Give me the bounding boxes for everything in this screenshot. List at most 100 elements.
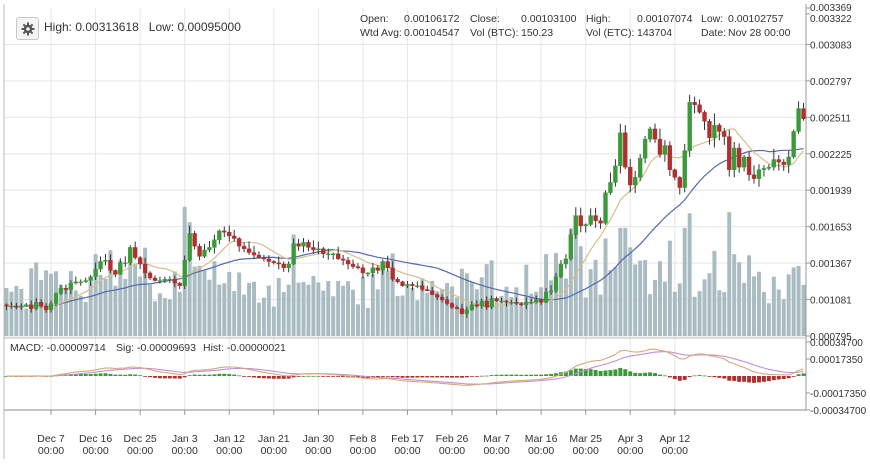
- candle-body: [133, 247, 138, 258]
- macd-histogram-bar: [583, 368, 588, 376]
- volume-bar: [603, 238, 608, 336]
- volume-bar: [217, 284, 222, 336]
- macd-histogram-bar: [732, 376, 737, 381]
- volume-bar: [88, 281, 93, 336]
- candle-body: [563, 258, 569, 265]
- volume-bar: [618, 227, 623, 336]
- settings-button[interactable]: [16, 17, 39, 40]
- volume-bar: [717, 290, 722, 336]
- volume-bar: [519, 303, 524, 336]
- macd-histogram-bar: [573, 368, 578, 376]
- macd-histogram-bar: [128, 374, 133, 376]
- macd-histogram-bar: [633, 372, 638, 376]
- candle-body: [434, 294, 440, 298]
- macd-histogram-bar: [534, 374, 539, 376]
- macd-histogram-bar: [360, 376, 365, 378]
- x-tick-date: Feb 26: [436, 433, 469, 445]
- macd-histogram-bar: [98, 373, 103, 376]
- candle-body: [736, 147, 742, 168]
- y-tick-label: 0.002797: [810, 77, 852, 88]
- macd-histogram-bar: [727, 376, 732, 381]
- volume-bar: [588, 269, 593, 336]
- ohlc-date: Date:: [701, 27, 726, 39]
- volume-bar: [128, 257, 133, 336]
- candle-body: [296, 243, 301, 247]
- volume-bar: [633, 264, 638, 336]
- volume-bar: [549, 280, 554, 336]
- x-tick-time: 00:00: [394, 445, 420, 457]
- macd-histogram-bar: [326, 376, 331, 377]
- macd-histogram-bar: [232, 374, 237, 376]
- candle-body: [479, 300, 484, 307]
- macd-histogram-bar: [712, 376, 717, 378]
- candle-body: [29, 304, 34, 309]
- macd-histogram-bar: [613, 369, 618, 376]
- volume-bar: [341, 285, 346, 336]
- macd-histogram-bar: [291, 376, 296, 378]
- macd-histogram-bar: [692, 375, 697, 377]
- x-tick-time: 00:00: [617, 445, 643, 457]
- macd-histogram-bar: [321, 376, 326, 377]
- candle-body: [147, 272, 153, 279]
- volume-bar: [727, 212, 732, 336]
- macd-histogram-bar: [118, 374, 123, 376]
- y-tick-label: 0.002225: [810, 150, 852, 161]
- x-tick-date: Apr 3: [618, 433, 643, 445]
- candle-body: [801, 108, 806, 119]
- x-tick-date: Dec 25: [124, 433, 157, 445]
- volume-bar: [405, 286, 410, 336]
- candle-body: [761, 168, 767, 170]
- macd-histogram-bar: [172, 376, 177, 379]
- macd-tick-label: 0.00034700: [810, 338, 863, 349]
- candle-body: [291, 243, 296, 265]
- volume-bar: [786, 274, 791, 336]
- candle-body: [246, 248, 252, 253]
- candle-body: [514, 302, 519, 304]
- candle-body: [464, 309, 470, 314]
- volume-bar: [732, 254, 737, 336]
- candle-body: [340, 258, 346, 261]
- candle-body: [583, 224, 588, 226]
- candle-body: [786, 156, 791, 165]
- voletc-label: Vol (ETC):: [586, 27, 635, 39]
- x-tick-date: Mar 16: [525, 433, 558, 445]
- candle-body: [534, 299, 539, 303]
- volume-bar: [296, 282, 301, 336]
- macd-histogram-bar: [742, 376, 747, 382]
- volume-bar: [598, 294, 603, 336]
- ohlc-low: Low:: [701, 13, 723, 25]
- candle-body: [538, 299, 544, 303]
- macd-tick-label: 0.00017350: [810, 355, 863, 366]
- candle-body: [187, 233, 192, 261]
- candle-body: [271, 261, 276, 263]
- macd-histogram-bar: [133, 374, 138, 376]
- ohlc-voletc-value: 143704: [637, 27, 672, 39]
- macd-histogram-bar: [167, 376, 172, 379]
- macd-histogram-bar: [306, 375, 311, 377]
- x-tick-date: Mar 7: [483, 433, 510, 445]
- x-tick-date: Jan 30: [303, 433, 335, 445]
- macd-histogram-bar: [524, 374, 529, 376]
- candle-body: [281, 263, 286, 269]
- candle-body: [588, 215, 593, 225]
- volume-bar: [702, 279, 707, 336]
- volume-bar: [440, 289, 445, 336]
- x-tick-time: 00:00: [483, 445, 509, 457]
- volume-bar: [73, 290, 78, 336]
- open-value: 0.00106172: [404, 13, 460, 25]
- macd-histogram-bar: [123, 374, 128, 376]
- x-tick-date: Apr 12: [659, 433, 690, 445]
- candle-body: [236, 238, 242, 247]
- macd-histogram-bar: [662, 375, 667, 377]
- x-tick-date: Jan 21: [258, 433, 290, 445]
- volume-bar: [385, 270, 390, 336]
- volume-bar: [157, 293, 162, 336]
- volume-bar: [420, 278, 425, 336]
- volume-bar: [687, 213, 692, 336]
- volume-bar: [326, 281, 331, 336]
- macd-histogram-bar: [207, 374, 212, 376]
- candle-body: [286, 263, 291, 269]
- volume-bar: [395, 295, 400, 336]
- candle-body: [162, 279, 168, 281]
- candle-body: [306, 242, 311, 248]
